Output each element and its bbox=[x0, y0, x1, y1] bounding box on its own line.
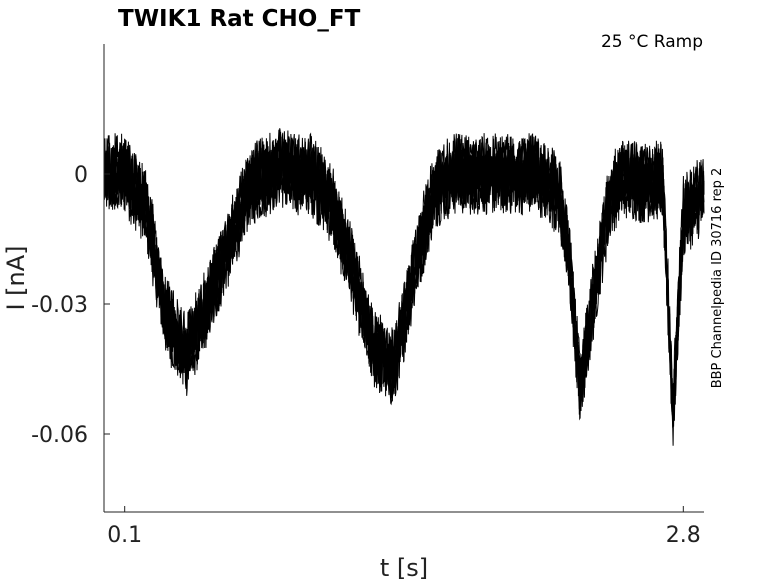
y-tick-label: 0 bbox=[74, 163, 88, 188]
side-label: BBP Channelpedia ID 30716 rep 2 bbox=[710, 168, 725, 389]
y-tick-label: -0.03 bbox=[31, 293, 88, 318]
x-tick-label: 2.8 bbox=[666, 523, 701, 548]
y-tick-label: -0.06 bbox=[31, 423, 88, 448]
x-tick-label: 0.1 bbox=[107, 523, 142, 548]
x-tick-group: 0.1 2.8 bbox=[107, 506, 701, 548]
current-trace bbox=[103, 128, 705, 409]
trace-group bbox=[103, 128, 705, 446]
y-tick-group: 0 -0.03 -0.06 bbox=[31, 163, 110, 448]
y-axis-label: I [nA] bbox=[2, 245, 30, 310]
condition-label: 25 °C Ramp bbox=[601, 32, 703, 52]
x-axis-label: t [s] bbox=[380, 554, 428, 582]
chart-title: TWIK1 Rat CHO_FT bbox=[118, 6, 361, 32]
